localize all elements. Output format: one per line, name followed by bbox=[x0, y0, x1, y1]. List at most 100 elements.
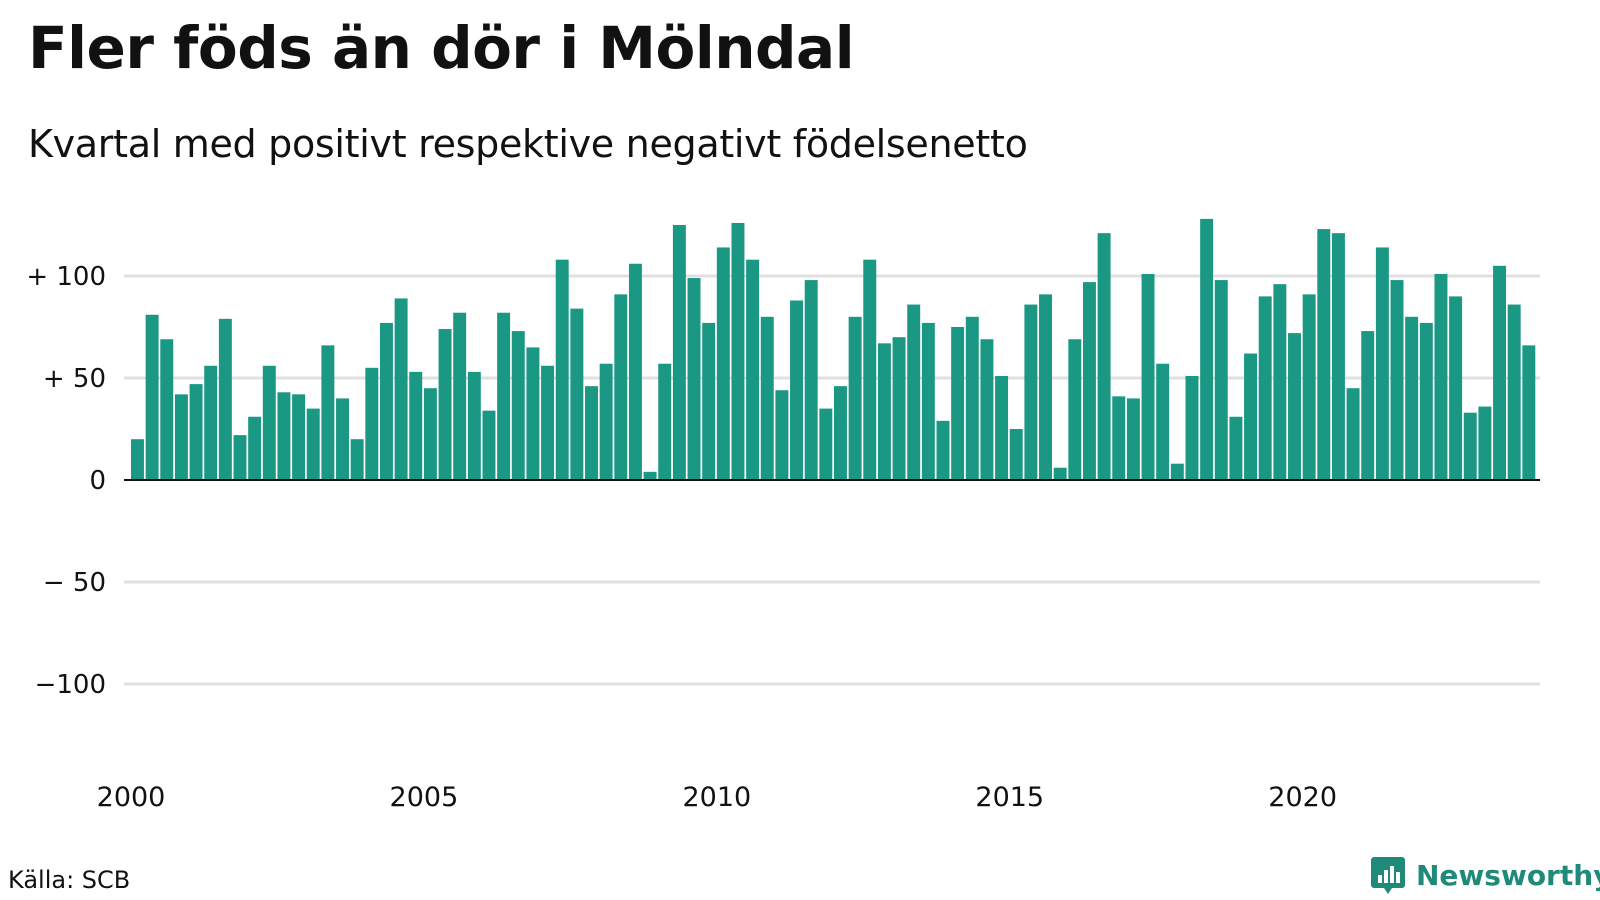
bar bbox=[1375, 247, 1389, 480]
bar bbox=[804, 280, 818, 480]
bar bbox=[306, 408, 320, 480]
bar bbox=[760, 316, 774, 480]
bar bbox=[160, 339, 174, 480]
bar bbox=[277, 392, 291, 480]
bar bbox=[790, 300, 804, 480]
bar bbox=[658, 363, 672, 480]
bar bbox=[980, 339, 994, 480]
bar bbox=[1141, 273, 1155, 480]
bar bbox=[892, 337, 906, 480]
x-tick-label: 2015 bbox=[975, 782, 1044, 813]
bar bbox=[1068, 339, 1082, 480]
y-tick-label: 0 bbox=[89, 466, 106, 496]
bar bbox=[248, 416, 262, 480]
x-tick-label: 2000 bbox=[97, 782, 166, 813]
bar bbox=[174, 394, 188, 480]
bar bbox=[1097, 233, 1111, 480]
bar bbox=[1449, 296, 1463, 480]
bar bbox=[555, 259, 569, 480]
bar bbox=[1434, 273, 1448, 480]
bar bbox=[1390, 280, 1404, 480]
bar bbox=[423, 388, 437, 480]
bar bbox=[233, 435, 247, 480]
bar bbox=[1463, 412, 1477, 480]
bar bbox=[614, 294, 628, 480]
bar bbox=[1200, 218, 1214, 480]
bar bbox=[863, 259, 877, 480]
brand-name: Newsworthy bbox=[1416, 858, 1600, 892]
bar bbox=[702, 322, 716, 480]
bar bbox=[1170, 463, 1184, 480]
x-tick-label: 2020 bbox=[1268, 782, 1337, 813]
bar bbox=[965, 316, 979, 480]
bar bbox=[1009, 429, 1023, 480]
bar bbox=[1112, 396, 1126, 480]
bar bbox=[497, 312, 511, 480]
bar bbox=[1185, 375, 1199, 480]
bar bbox=[1405, 316, 1419, 480]
bar bbox=[467, 371, 481, 480]
y-tick-label: − 50 bbox=[43, 568, 106, 598]
bar bbox=[218, 318, 232, 480]
bar bbox=[1214, 280, 1228, 480]
bar bbox=[204, 365, 218, 480]
x-tick-label: 2010 bbox=[682, 782, 751, 813]
bar bbox=[145, 314, 159, 480]
bar bbox=[628, 263, 642, 480]
bar bbox=[453, 312, 467, 480]
bar bbox=[1273, 284, 1287, 480]
bar bbox=[731, 222, 745, 480]
bar bbox=[907, 304, 921, 480]
bar bbox=[1522, 345, 1536, 480]
bar bbox=[526, 347, 540, 480]
bar bbox=[834, 386, 847, 480]
chart-title: Fler föds än dör i Mölndal bbox=[28, 14, 855, 82]
bar bbox=[1039, 294, 1052, 480]
bar bbox=[1302, 294, 1316, 480]
y-tick-label: + 100 bbox=[26, 262, 106, 292]
source-note: Källa: SCB bbox=[8, 866, 131, 894]
bar bbox=[365, 367, 379, 480]
bar bbox=[409, 371, 423, 480]
bar bbox=[1082, 282, 1096, 480]
bar bbox=[482, 410, 496, 480]
bar bbox=[1229, 416, 1243, 480]
bar bbox=[819, 408, 833, 480]
bar bbox=[1478, 406, 1492, 480]
brand-logo[interactable]: Newsworthy bbox=[1370, 855, 1600, 895]
bar bbox=[936, 420, 950, 480]
bar bbox=[379, 322, 393, 480]
bar bbox=[746, 259, 760, 480]
bar bbox=[336, 398, 349, 480]
bar bbox=[877, 343, 891, 480]
bar bbox=[1493, 265, 1507, 480]
bar bbox=[394, 298, 408, 480]
bar bbox=[995, 375, 1009, 480]
bar bbox=[511, 331, 525, 480]
bar bbox=[921, 322, 935, 480]
bar bbox=[951, 327, 965, 480]
x-tick-label: 2005 bbox=[390, 782, 459, 813]
bar bbox=[1419, 322, 1433, 480]
bar bbox=[189, 384, 203, 480]
bar bbox=[292, 394, 306, 480]
bar bbox=[1126, 398, 1140, 480]
bar bbox=[585, 386, 598, 480]
bar bbox=[716, 247, 730, 480]
bar bbox=[1361, 331, 1375, 480]
bar bbox=[131, 439, 144, 480]
bar bbox=[570, 308, 584, 480]
bar bbox=[321, 345, 335, 480]
bar bbox=[1331, 233, 1345, 480]
bar bbox=[1346, 388, 1360, 480]
bar bbox=[262, 365, 276, 480]
bar bbox=[1258, 296, 1272, 480]
bar bbox=[687, 278, 701, 480]
bar bbox=[775, 390, 789, 480]
bar bbox=[1288, 333, 1301, 480]
bars bbox=[131, 218, 1536, 480]
bar bbox=[848, 316, 862, 480]
axis-labels: + 100 + 50 0 − 50 −100 2000 2005 2010 2015 2020 bbox=[26, 262, 1337, 813]
bar bbox=[672, 225, 686, 480]
